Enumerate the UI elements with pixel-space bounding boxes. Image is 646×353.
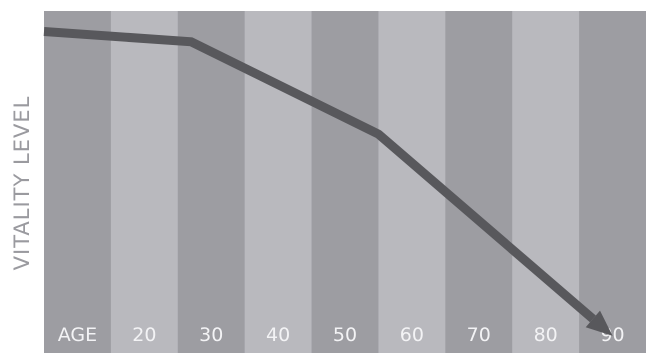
plot-bands [44, 11, 646, 353]
band-1 [110, 11, 179, 353]
x-tick-label-6: 70 [467, 324, 491, 346]
band-0 [44, 11, 112, 353]
x-tick-label-5: 60 [400, 324, 424, 346]
x-tick-label-0: AGE [58, 324, 97, 346]
band-6 [445, 11, 513, 353]
series-layer [43, 27, 613, 336]
x-tick-label-7: 80 [534, 324, 558, 346]
y-axis-label: VITALITY LEVEL [10, 96, 34, 271]
x-tick-label-1: 20 [132, 324, 156, 346]
series-line-0 [43, 27, 596, 323]
band-3 [244, 11, 313, 353]
x-tick-label-3: 40 [266, 324, 290, 346]
x-axis-ticks: AGE 20 30 40 50 60 70 80 90 [58, 324, 625, 346]
arrow-head-icon [585, 310, 613, 336]
band-2 [177, 11, 246, 353]
x-tick-label-2: 30 [199, 324, 223, 346]
x-tick-label-4: 50 [333, 324, 357, 346]
band-4 [311, 11, 380, 353]
band-8 [579, 11, 646, 353]
